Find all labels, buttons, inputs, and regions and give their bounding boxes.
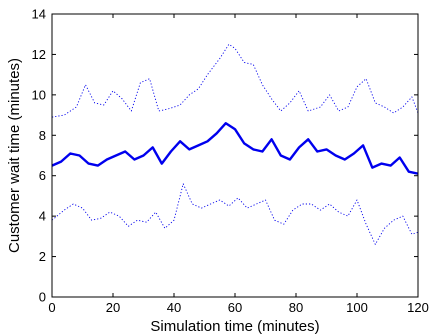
x-tick-label: 120 (407, 300, 429, 315)
y-tick-label: 4 (39, 209, 46, 224)
series-line-lower-bound (51, 183, 419, 245)
x-tick-label: 40 (167, 300, 181, 315)
y-tick-label: 6 (39, 168, 46, 183)
y-tick-label: 12 (32, 47, 46, 62)
x-tick-label: 60 (228, 300, 242, 315)
x-tick-label: 100 (346, 300, 368, 315)
y-tick-label: 14 (32, 7, 46, 22)
series-line-mean (51, 121, 419, 175)
series-layer (51, 43, 419, 245)
x-tick-label: 80 (289, 300, 303, 315)
x-tick-label: 20 (106, 300, 120, 315)
y-axis-label: Customer wait time (minutes) (6, 58, 23, 253)
x-axis-label: Simulation time (minutes) (150, 318, 319, 335)
x-tick-label: 0 (48, 300, 55, 315)
y-tick-label: 10 (32, 87, 46, 102)
y-tick-label: 8 (39, 128, 46, 143)
y-tick-label: 0 (39, 290, 46, 305)
tick-layer: 0 20 40 60 80 100 120 0 2 4 6 8 10 12 14 (32, 7, 429, 316)
y-tick-label: 2 (39, 249, 46, 264)
